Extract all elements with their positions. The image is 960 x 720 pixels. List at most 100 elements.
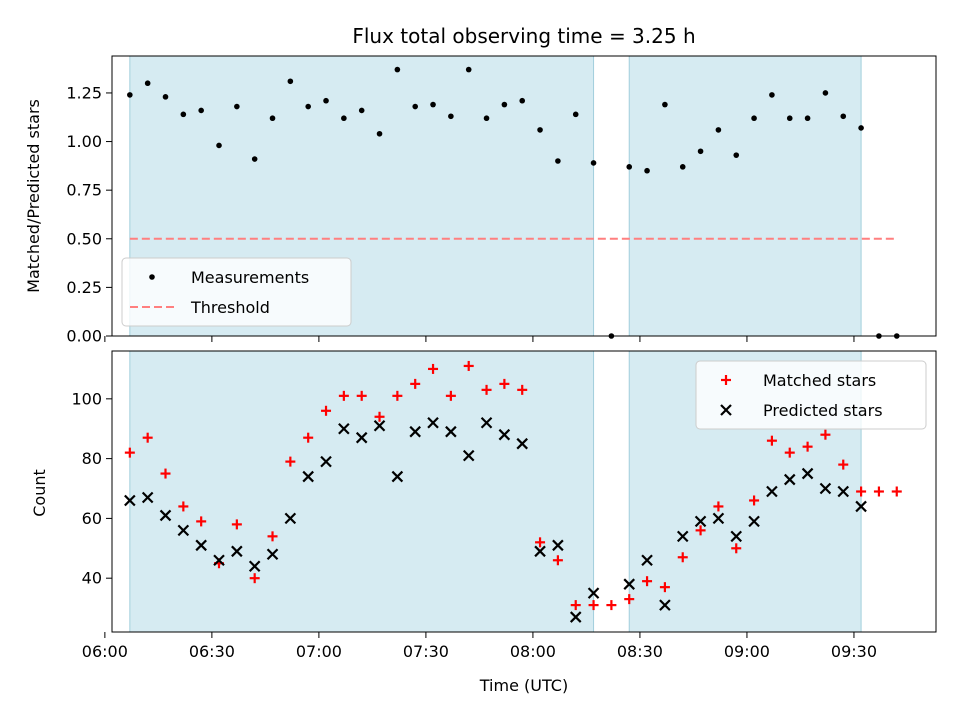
x-stroke	[177, 524, 190, 537]
measurement-point	[626, 164, 633, 170]
legend-predicted-marker	[720, 404, 732, 416]
predicted-star-point	[783, 473, 796, 486]
predicted-star-point	[177, 524, 190, 537]
x-stroke	[730, 530, 743, 543]
matched-star-point	[677, 552, 688, 563]
measurement-point	[786, 115, 793, 122]
predicted-star-point	[766, 485, 778, 498]
x-stroke	[480, 416, 493, 429]
matched-star-point	[784, 447, 795, 458]
matched-star-point	[410, 378, 421, 389]
top-y-axis-label: Matched/Predicted stars	[24, 99, 43, 293]
measurement-point	[804, 115, 811, 122]
x-stroke	[676, 530, 689, 543]
matched-star-point	[374, 411, 385, 422]
matched-star-point	[731, 543, 742, 554]
measurement-point	[465, 66, 472, 73]
x-stroke	[659, 599, 671, 611]
top-legend: Measurements Threshold	[121, 257, 352, 327]
predicted-star-point	[355, 431, 368, 444]
predicted-star-point	[819, 482, 832, 495]
x-stroke	[516, 437, 528, 450]
x-tick-label: 08:00	[510, 642, 556, 661]
matched-star-point	[642, 576, 653, 587]
measurement-point	[822, 90, 829, 96]
matched-star-point	[588, 600, 599, 611]
predicted-star-point	[730, 530, 743, 543]
x-stroke	[445, 425, 457, 438]
predicted-star-point	[159, 509, 172, 522]
matched-star-point	[267, 531, 278, 542]
x-stroke	[587, 587, 600, 599]
x-stroke	[159, 509, 172, 522]
measurement-point	[840, 113, 847, 120]
measurement-point	[537, 127, 543, 133]
predicted-star-point	[837, 485, 850, 498]
measurement-point	[216, 142, 222, 149]
x-stroke	[623, 578, 636, 590]
matched-star-point	[820, 429, 831, 440]
matched-star-point	[535, 537, 546, 548]
matched-star-point	[606, 600, 617, 611]
predicted-star-point	[623, 578, 636, 590]
matched-star-point	[303, 432, 314, 443]
x-stroke	[213, 554, 225, 567]
x-stroke	[641, 554, 653, 567]
predicted-star-point	[445, 425, 457, 438]
matched-star-point	[659, 582, 670, 593]
matched-star-point	[392, 390, 403, 401]
measurement-point	[555, 158, 561, 164]
predicted-star-point	[694, 515, 707, 528]
measurement-point	[180, 111, 187, 118]
matched-star-point	[321, 405, 332, 416]
measurement-point	[358, 107, 365, 114]
x-stroke	[462, 449, 475, 462]
x-tick-label: 09:00	[724, 642, 770, 661]
measurement-point	[697, 148, 704, 155]
measurement-point	[858, 125, 864, 131]
predicted-star-point	[569, 611, 582, 623]
top-y-tick-label: 0.50	[66, 229, 102, 248]
bottom-x-ticks: 06:00 06:30 07:00 07:30 08:00 08:30 09:00 09:30	[82, 632, 877, 661]
top-y-tick-label: 1.25	[66, 83, 102, 102]
matched-star-point	[249, 573, 260, 584]
top-y-tick-label: 0.00	[66, 327, 102, 346]
x-stroke	[248, 560, 261, 573]
measurement-point	[127, 92, 133, 98]
x-stroke	[552, 539, 564, 552]
x-stroke	[855, 500, 867, 513]
x-stroke	[373, 419, 386, 432]
legend-matched-marker	[721, 375, 731, 385]
x-stroke	[391, 470, 404, 483]
measurement-point	[430, 101, 436, 108]
bottom-y-tick-label: 80	[82, 449, 102, 468]
x-stroke	[837, 485, 850, 498]
predicted-star-point	[248, 560, 261, 573]
predicted-star-point	[391, 470, 404, 483]
bottom-axes-frame	[111, 350, 937, 633]
x-stroke	[766, 485, 778, 498]
measurement-point	[234, 103, 240, 110]
x-stroke	[427, 416, 439, 429]
x-tick-label: 08:30	[617, 642, 663, 661]
measurement-point	[305, 103, 311, 110]
x-stroke	[195, 539, 207, 552]
x-axis-label: Time (UTC)	[479, 676, 568, 695]
measurement-point	[198, 107, 204, 114]
x-stroke	[141, 491, 154, 504]
matched-star-point	[499, 378, 510, 389]
x-stroke	[720, 404, 732, 416]
predicted-star-point	[462, 449, 475, 462]
x-tick-label: 09:30	[831, 642, 877, 661]
x-stroke	[409, 425, 421, 438]
predicted-star-point	[302, 470, 314, 483]
matched-star-point	[428, 363, 439, 374]
measurement-point	[269, 115, 276, 122]
x-tick-label: 06:30	[189, 642, 235, 661]
matched-star-point	[481, 384, 492, 395]
top-y-tick-label: 0.25	[66, 278, 102, 297]
matched-star-point	[856, 486, 867, 497]
chart-title: Flux total observing time = 3.25 h	[352, 24, 695, 48]
predicted-star-point	[855, 500, 867, 513]
predicted-star-point	[534, 545, 546, 558]
